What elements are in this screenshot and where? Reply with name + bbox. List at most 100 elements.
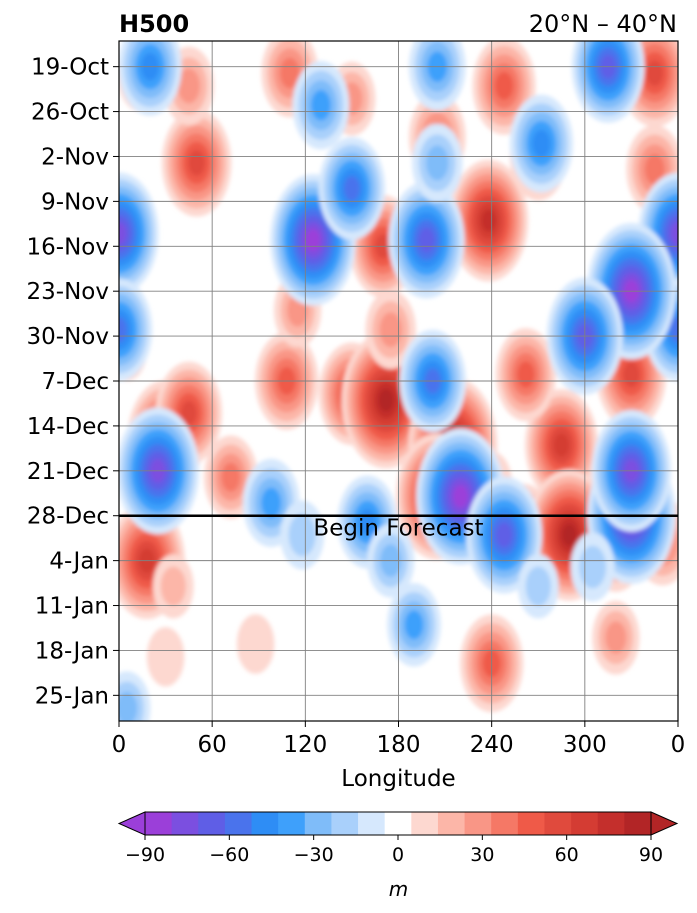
x-tick-label: 180	[377, 732, 421, 758]
anomaly-cell	[388, 181, 465, 299]
chart-title-left: H500	[119, 10, 189, 38]
colorbar-segment	[544, 812, 572, 835]
colorbar-segment	[411, 812, 439, 835]
contour-band	[177, 68, 201, 104]
contour-band	[261, 487, 282, 519]
contour-band	[343, 176, 360, 201]
y-tick-label: 30-Nov	[27, 324, 109, 350]
y-tick-label: 23-Nov	[27, 279, 109, 305]
colorbar-segment	[331, 812, 359, 835]
colorbar-segment	[171, 812, 199, 835]
colorbar-tick-label: −30	[294, 844, 334, 866]
chart-title-right: 20°N – 40°N	[529, 10, 677, 38]
anomaly-cell	[204, 435, 258, 519]
contour-band	[644, 154, 665, 185]
anomaly-cell	[495, 328, 556, 422]
colorbar-segment	[517, 812, 545, 835]
colorbar: −90 −60 −30 0 30 60 90	[117, 811, 679, 866]
anomaly-cell	[119, 671, 151, 721]
anomaly-cell	[270, 174, 356, 306]
colorbar-tick-label: −90	[125, 844, 165, 866]
contour-band	[562, 524, 577, 546]
contour-band	[496, 522, 513, 548]
contour-band	[579, 545, 607, 589]
colorbar-extend-min	[117, 811, 146, 836]
contour-band	[623, 361, 640, 388]
anomaly-cell	[412, 123, 463, 203]
anomaly-cell	[509, 94, 573, 193]
colorbar-tick-label: 90	[639, 844, 663, 866]
contour-band	[311, 89, 331, 121]
y-tick-label: 26-Oct	[31, 100, 109, 126]
contour-band	[418, 227, 435, 253]
y-tick-label: 2-Nov	[41, 144, 109, 170]
anomaly-cell	[466, 476, 543, 594]
contour-band	[517, 361, 535, 388]
contour-band	[188, 149, 206, 176]
contour-band	[379, 312, 402, 348]
contour-band	[160, 566, 186, 606]
anomaly-cell	[161, 109, 232, 217]
colorbar-segment	[624, 812, 652, 835]
colorbar-segment	[198, 812, 226, 835]
colorbar-tick-label: −60	[209, 844, 249, 866]
x-tick-label: 240	[470, 732, 514, 758]
contour-band	[646, 60, 664, 87]
colorbar-unit: m	[389, 877, 408, 901]
anomaly-cell	[517, 554, 559, 619]
y-tick-label: 9-Nov	[41, 189, 109, 215]
contour-band	[180, 400, 197, 426]
contour-band	[236, 614, 275, 674]
anomaly-cell	[592, 600, 640, 675]
colorbar-segment	[437, 812, 466, 835]
y-tick-label: 14-Dec	[27, 414, 109, 440]
colorbar-segment	[145, 812, 173, 835]
x-tick-label: 60	[198, 732, 227, 758]
anomaly-cell	[146, 627, 185, 687]
colorbar-segment	[384, 812, 412, 835]
colorbar-tick-label: 60	[555, 844, 579, 866]
x-tick-label: 120	[283, 732, 327, 758]
contour-band	[378, 388, 394, 412]
colorbar-segment	[491, 812, 519, 835]
colorbar-segment	[224, 812, 253, 835]
contour-band	[221, 462, 241, 492]
anomaly-cell	[570, 532, 615, 602]
colorbar-tick-label: 30	[470, 844, 494, 866]
anomaly-cell	[119, 278, 153, 381]
contour-band	[119, 222, 127, 245]
x-tick-label: 300	[563, 732, 607, 758]
x-tick-label: 0	[112, 732, 127, 758]
contour-band	[525, 566, 551, 606]
x-tick-label: 0	[671, 732, 686, 758]
anomaly-cell	[119, 172, 159, 295]
contour-band	[481, 209, 496, 232]
y-tick-label: 28-Dec	[27, 504, 109, 530]
anomaly-cell	[236, 614, 275, 674]
contour-band	[605, 621, 627, 654]
colorbar-segment	[464, 812, 492, 835]
anomaly-cell	[387, 583, 441, 667]
contour-band	[495, 71, 514, 100]
anomaly-cell	[449, 159, 529, 282]
contour-band	[670, 222, 678, 245]
anomaly-cell	[318, 137, 386, 240]
contour-band	[146, 627, 185, 687]
colorbar-extend-max	[650, 811, 679, 836]
y-axis: 19-Oct 26-Oct 2-Nov 9-Nov 16-Nov 23-Nov 30-Nov…	[27, 55, 119, 709]
contour-band	[532, 129, 551, 158]
y-tick-label: 16-Nov	[27, 234, 109, 260]
y-tick-label: 25-Jan	[35, 683, 109, 709]
colorbar-segment	[278, 812, 306, 835]
plot-area: Begin Forecast	[118, 40, 679, 722]
contour-band	[279, 57, 300, 89]
anomaly-cell	[365, 290, 416, 370]
colorbar-segment	[304, 812, 332, 835]
y-tick-label: 21-Dec	[27, 459, 109, 485]
colorbar-tick-label: 0	[392, 844, 404, 866]
contour-band	[553, 433, 570, 458]
x-axis-label: Longitude	[341, 766, 455, 792]
colorbar-segment	[571, 812, 599, 835]
contour-band	[119, 691, 138, 721]
